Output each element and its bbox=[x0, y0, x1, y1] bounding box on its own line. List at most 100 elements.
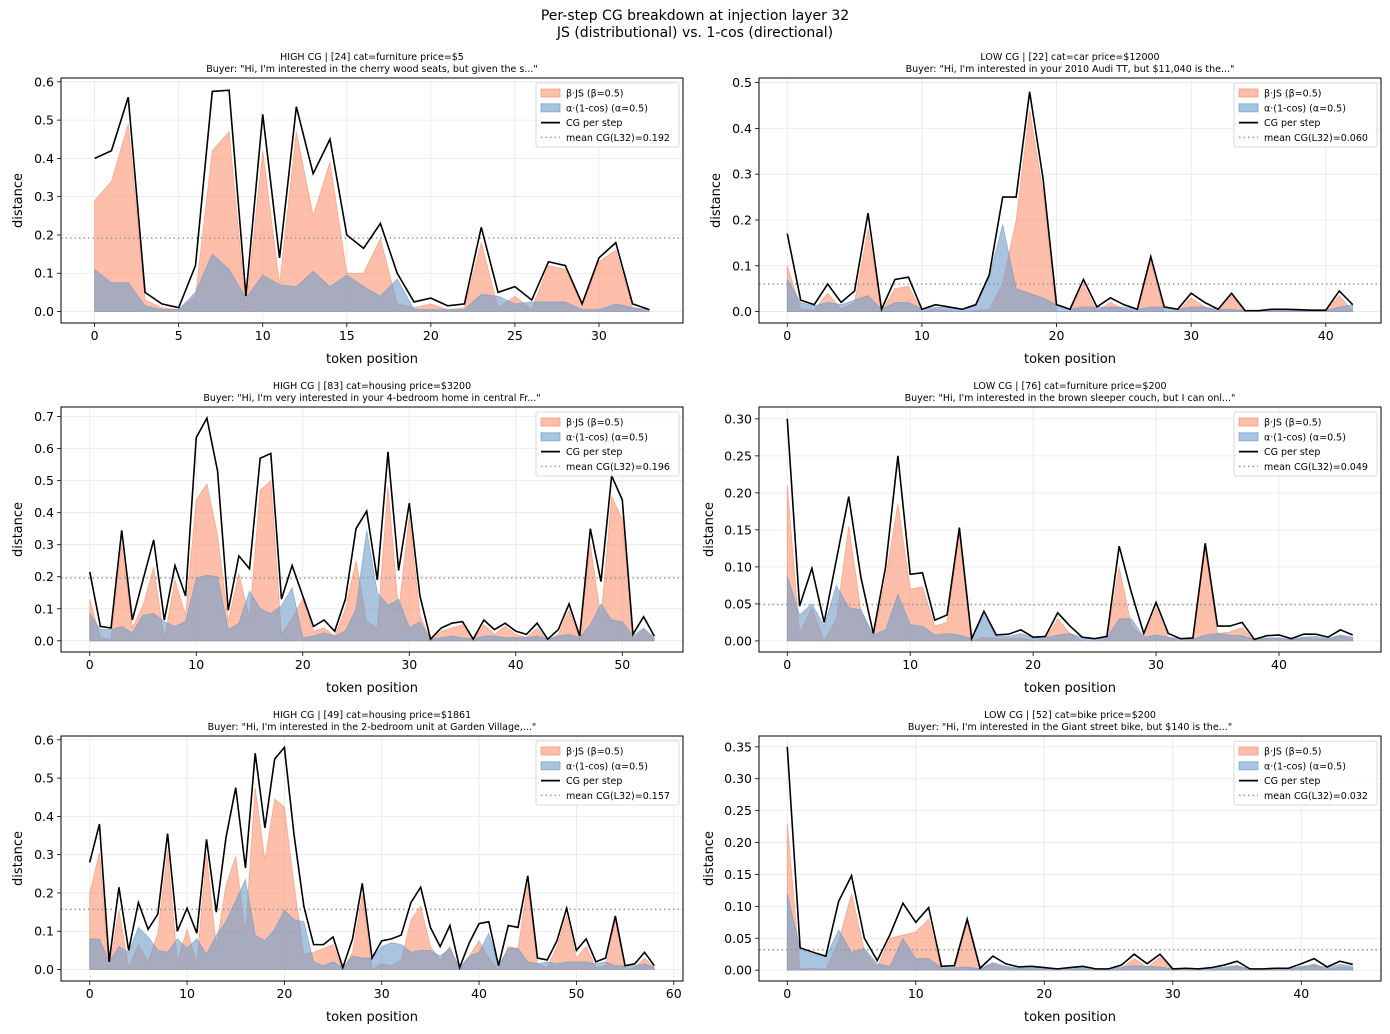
legend-mean-label: mean CG(L32)=0.032 bbox=[1264, 791, 1368, 802]
legend-cos-label: α·(1-cos) (α=0.5) bbox=[1264, 761, 1346, 772]
x-tick-label: 30 bbox=[1165, 986, 1181, 1001]
js-area bbox=[89, 787, 655, 971]
y-axis-label: distance bbox=[702, 502, 717, 557]
axes-frame bbox=[60, 735, 684, 982]
x-axis-label: token position bbox=[326, 352, 418, 367]
legend-box bbox=[1233, 411, 1378, 477]
legend-mean-label: mean CG(L32)=0.060 bbox=[1264, 133, 1368, 144]
y-tick-label: 0.0 bbox=[34, 962, 54, 977]
legend-cos-label: α·(1-cos) (α=0.5) bbox=[566, 432, 648, 443]
figure-title-line1: Per-step CG breakdown at injection layer… bbox=[540, 8, 850, 24]
x-tick-label: 0 bbox=[91, 328, 99, 343]
x-tick-label: 20 bbox=[276, 986, 292, 1001]
legend-cos-swatch bbox=[1238, 432, 1259, 442]
y-tick-label: 0.3 bbox=[34, 189, 54, 204]
y-tick-label: 0.10 bbox=[724, 559, 752, 574]
x-tick-label: 20 bbox=[1025, 657, 1041, 672]
y-axis-label: distance bbox=[11, 502, 26, 557]
y-tick-label: 0.1 bbox=[34, 924, 54, 939]
axes-frame bbox=[60, 406, 684, 653]
legend-cg-label: CG per step bbox=[1264, 447, 1320, 458]
legend-cos-swatch bbox=[540, 761, 561, 771]
legend-js-label: β·JS (β=0.5) bbox=[566, 418, 623, 429]
y-tick-label: 0.6 bbox=[34, 441, 54, 456]
x-axis-label: token position bbox=[1024, 1010, 1116, 1025]
legend: β·JS (β=0.5) α·(1-cos) (α=0.5) CG per step… bbox=[535, 82, 680, 148]
y-tick-label: 0.2 bbox=[34, 227, 54, 242]
y-tick-label: 0.5 bbox=[732, 75, 752, 90]
y-tick-label: 0.0 bbox=[34, 304, 54, 319]
y-tick-label: 0.3 bbox=[732, 167, 752, 182]
x-tick-label: 40 bbox=[1271, 657, 1287, 672]
js-area bbox=[786, 485, 1354, 642]
cos-area bbox=[786, 575, 1354, 642]
x-tick-label: 40 bbox=[508, 657, 524, 672]
x-tick-label: 30 bbox=[374, 986, 390, 1001]
legend-cg-label: CG per step bbox=[566, 118, 622, 129]
y-tick-label: 0.2 bbox=[732, 212, 752, 227]
y-tick-label: 0.00 bbox=[724, 963, 752, 978]
legend-cos-label: α·(1-cos) (α=0.5) bbox=[1264, 103, 1346, 114]
y-tick-label: 0.4 bbox=[732, 121, 752, 136]
legend-js-swatch bbox=[540, 417, 561, 427]
x-tick-label: 10 bbox=[188, 657, 204, 672]
js-area bbox=[786, 109, 1354, 313]
legend-js-label: β·JS (β=0.5) bbox=[1264, 89, 1321, 100]
js-area bbox=[89, 479, 655, 642]
legend: β·JS (β=0.5) α·(1-cos) (α=0.5) CG per step… bbox=[1233, 740, 1378, 806]
y-tick-label: 0.20 bbox=[724, 835, 752, 850]
y-tick-label: 0.0 bbox=[732, 304, 752, 319]
legend-cos-swatch bbox=[1238, 103, 1259, 113]
y-tick-label: 0.1 bbox=[34, 266, 54, 281]
x-axis-label: token position bbox=[1024, 681, 1116, 696]
x-tick-label: 20 bbox=[423, 328, 439, 343]
legend-js-swatch bbox=[1238, 88, 1259, 98]
y-tick-label: 0.1 bbox=[34, 601, 54, 616]
legend-js-swatch bbox=[540, 746, 561, 756]
y-tick-label: 0.7 bbox=[34, 409, 54, 424]
y-axis-label: distance bbox=[11, 173, 26, 228]
subplot-subtitle: Buyer: "Hi, I'm very interested in your … bbox=[203, 393, 540, 404]
x-tick-label: 40 bbox=[1293, 986, 1309, 1001]
x-tick-label: 60 bbox=[666, 986, 682, 1001]
x-tick-label: 10 bbox=[902, 657, 918, 672]
y-tick-label: 0.10 bbox=[724, 899, 752, 914]
axes-frame bbox=[758, 77, 1382, 324]
legend: β·JS (β=0.5) α·(1-cos) (α=0.5) CG per step… bbox=[535, 411, 680, 477]
y-tick-label: 0.15 bbox=[724, 867, 752, 882]
y-tick-label: 0.35 bbox=[724, 739, 752, 754]
x-axis-label: token position bbox=[1024, 352, 1116, 367]
figure-title: Per-step CG breakdown at injection layer… bbox=[0, 8, 1390, 42]
legend-cos-swatch bbox=[540, 103, 561, 113]
y-tick-label: 0.4 bbox=[34, 809, 54, 824]
y-tick-label: 0.5 bbox=[34, 113, 54, 128]
x-tick-label: 0 bbox=[783, 986, 791, 1001]
legend-js-label: β·JS (β=0.5) bbox=[1264, 418, 1321, 429]
legend-cg-label: CG per step bbox=[566, 776, 622, 787]
x-axis-label: token position bbox=[326, 681, 418, 696]
legend: β·JS (β=0.5) α·(1-cos) (α=0.5) CG per step… bbox=[1233, 82, 1378, 148]
js-area bbox=[786, 823, 1354, 971]
legend-box bbox=[1233, 82, 1378, 148]
x-tick-label: 20 bbox=[295, 657, 311, 672]
y-tick-label: 0.00 bbox=[724, 633, 752, 648]
axes-frame bbox=[758, 735, 1382, 982]
y-tick-label: 0.0 bbox=[34, 633, 54, 648]
x-tick-label: 10 bbox=[179, 986, 195, 1001]
cg-line bbox=[786, 91, 1354, 313]
legend-js-swatch bbox=[1238, 746, 1259, 756]
subplot-subtitle: Buyer: "Hi, I'm interested in the cherry… bbox=[206, 64, 538, 75]
legend-box bbox=[535, 740, 680, 806]
y-axis-label: distance bbox=[702, 831, 717, 886]
y-tick-label: 0.30 bbox=[724, 411, 752, 426]
subplot-subtitle: Buyer: "Hi, I'm interested in your 2010 … bbox=[906, 64, 1235, 75]
cg-line bbox=[786, 418, 1354, 642]
x-tick-label: 25 bbox=[507, 328, 523, 343]
x-tick-label: 40 bbox=[1318, 328, 1334, 343]
y-tick-label: 0.30 bbox=[724, 771, 752, 786]
y-tick-label: 0.6 bbox=[34, 732, 54, 747]
subplot-title: LOW CG | [52] cat=bike price=$200 bbox=[984, 710, 1156, 721]
